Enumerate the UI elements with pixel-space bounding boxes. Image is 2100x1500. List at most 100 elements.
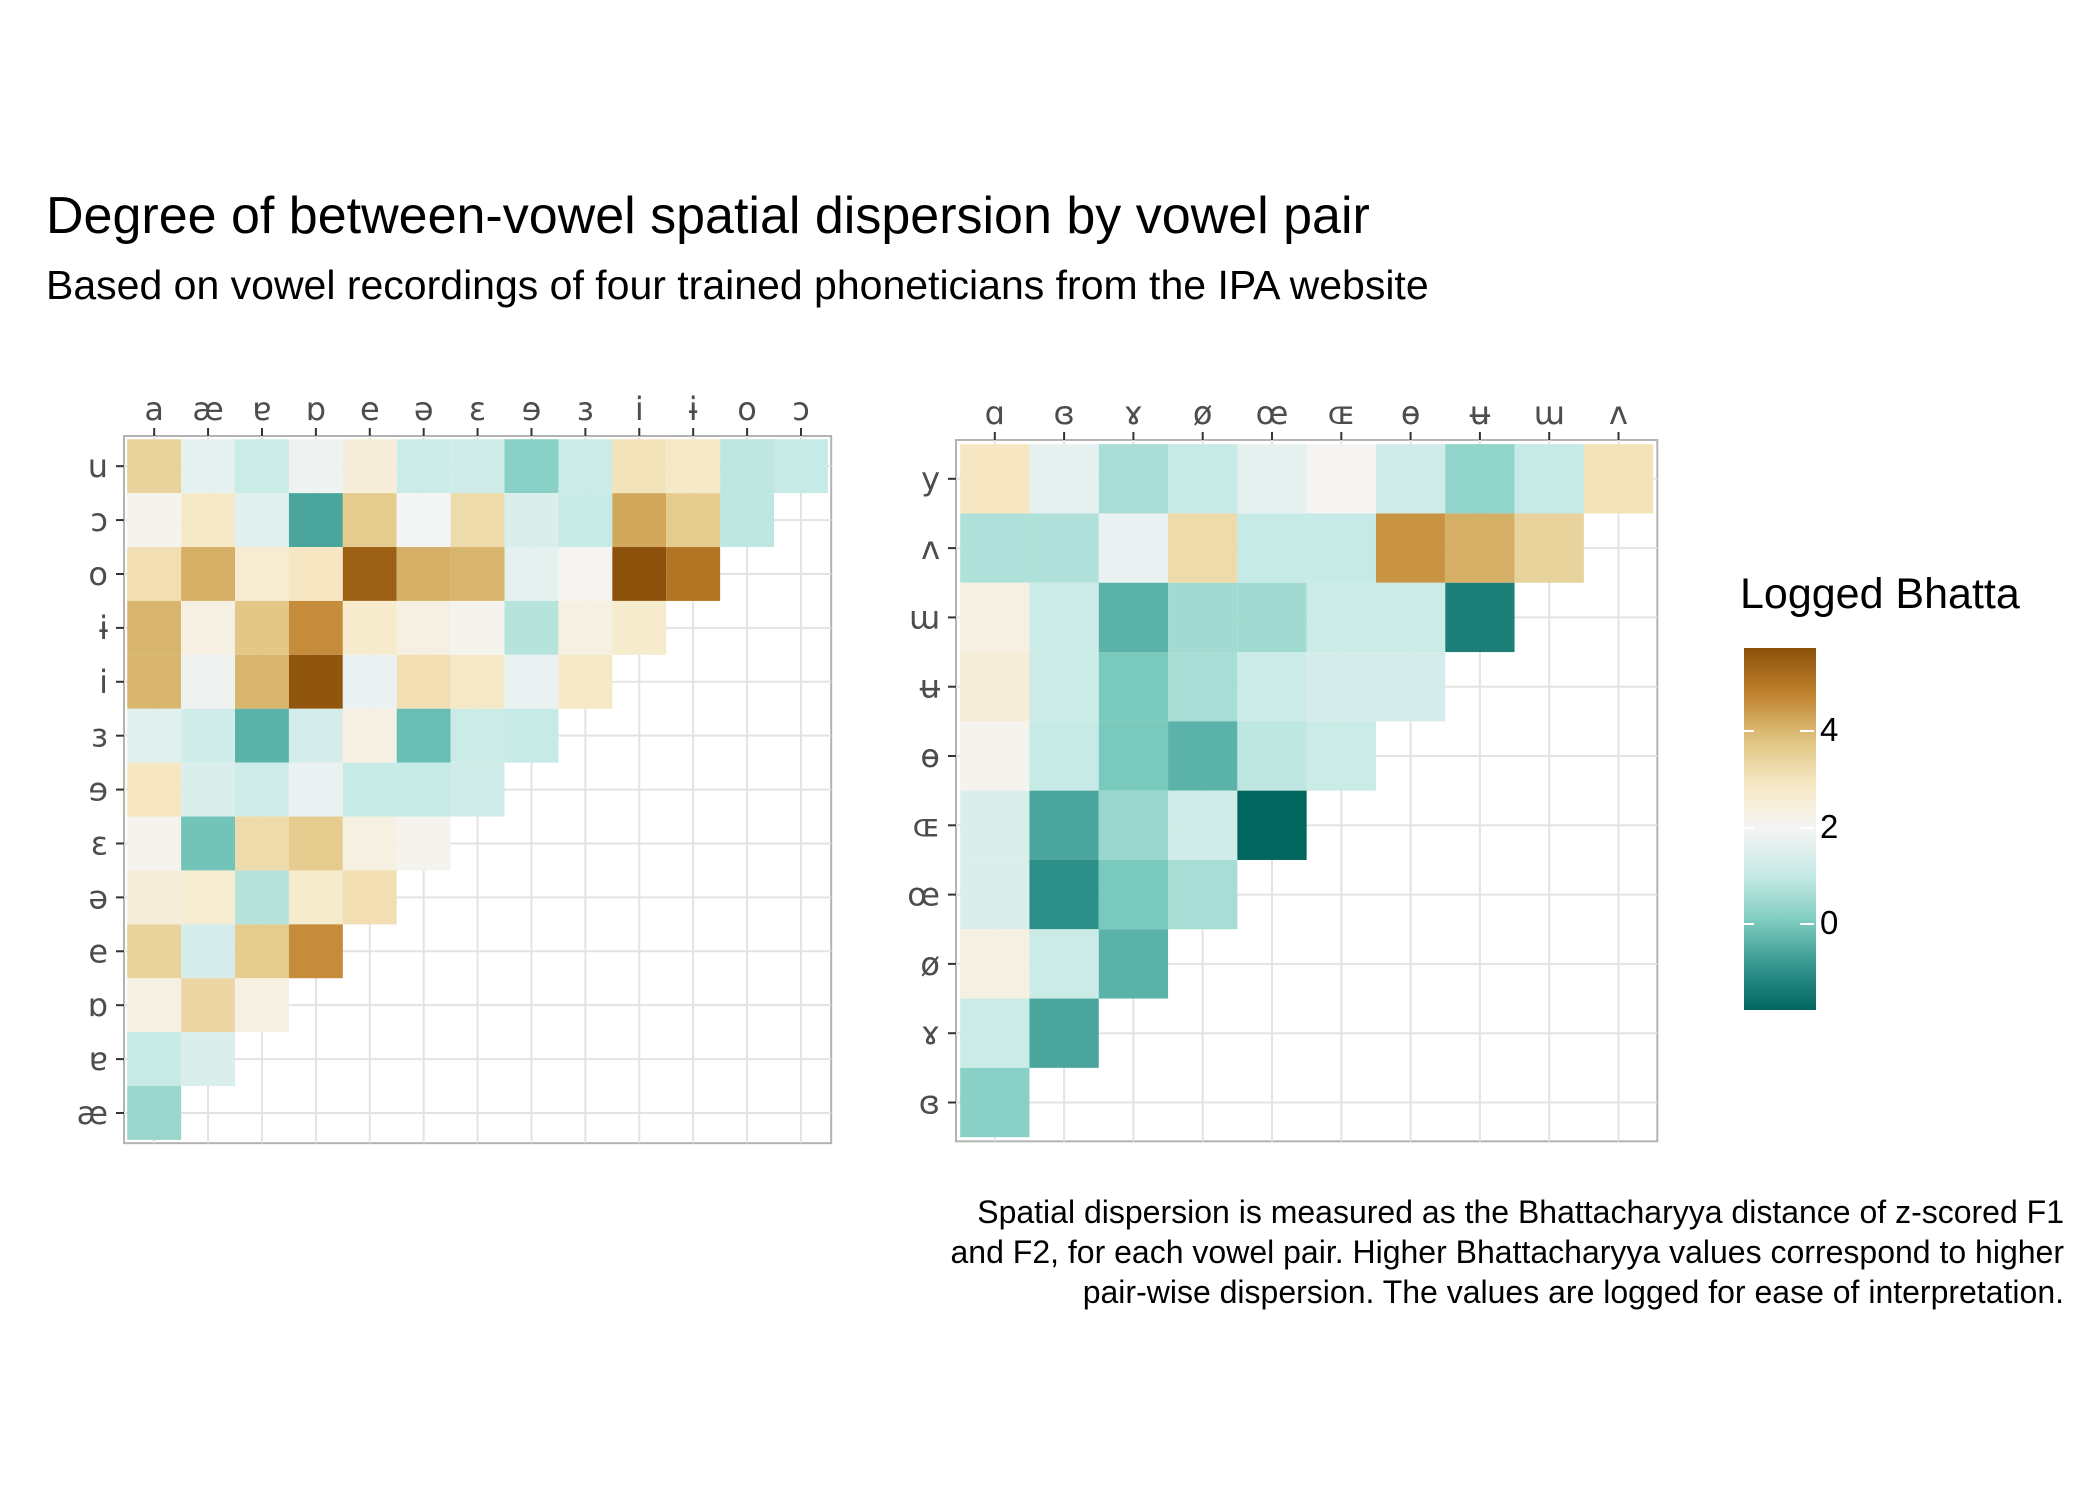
- heatmap-cell: [181, 547, 236, 601]
- heatmap-cell: [181, 816, 236, 871]
- y-tick-label: ɵ: [920, 737, 940, 775]
- heatmap-cell: [181, 1032, 236, 1087]
- heatmap-cell: [1098, 444, 1169, 514]
- heatmap-cell: [1306, 513, 1376, 583]
- heatmap-cell: [235, 654, 289, 709]
- heatmap-cell: [504, 493, 559, 548]
- x-tick-label: ɛ: [469, 390, 486, 428]
- heatmap-cell: [396, 816, 451, 871]
- y-tick-label: ɶ: [913, 806, 940, 844]
- heatmap-cell: [396, 493, 451, 548]
- y-tick-label: ɯ: [909, 598, 940, 636]
- heatmap-cell: [396, 439, 451, 494]
- x-tick-label: ɨ: [689, 390, 698, 428]
- heatmap-cell: [1029, 929, 1099, 999]
- heatmap-cell: [1029, 652, 1099, 722]
- heatmap-cell: [1375, 582, 1446, 653]
- x-tick-label: ɤ: [1124, 394, 1143, 432]
- chart-subtitle: Based on vowel recordings of four traine…: [46, 262, 1429, 308]
- x-tick-label: ɶ: [1328, 394, 1355, 432]
- x-tick-label: æ: [192, 390, 223, 428]
- chart-title: Degree of between-vowel spatial dispersi…: [46, 187, 1370, 245]
- heatmap-cell: [1514, 444, 1584, 514]
- heatmap-cell: [235, 924, 289, 979]
- heatmap-cell: [504, 654, 559, 709]
- legend-tick-label: 2: [1738, 807, 1839, 845]
- heatmap-cell: [342, 708, 397, 763]
- legend-colorbar: [1744, 648, 1816, 1010]
- heatmap-cell: [235, 816, 289, 871]
- x-tick-label: ɞ: [1053, 394, 1074, 432]
- caption-line: Spatial dispersion is measured as the Bh…: [977, 1194, 2064, 1230]
- heatmap-cell: [342, 600, 397, 655]
- heatmap-cell: [127, 978, 182, 1033]
- heatmap-cell: [1029, 998, 1099, 1068]
- heatmap-cell: [342, 439, 397, 494]
- heatmap-cell: [1237, 513, 1307, 583]
- x-tick-label: o: [737, 390, 757, 428]
- heatmap-cell: [1168, 790, 1238, 860]
- heatmap-cell: [1029, 513, 1099, 583]
- heatmap-cell: [235, 600, 289, 655]
- heatmap-cell: [181, 924, 236, 979]
- x-tick-label: ɐ: [252, 390, 271, 428]
- x-tick-label: ɑ: [985, 394, 1005, 432]
- heatmap-cell: [235, 870, 289, 925]
- heatmap-cell: [1306, 582, 1376, 653]
- heatmap-cell: [1514, 513, 1584, 583]
- heatmap-cell: [1375, 444, 1446, 514]
- x-tick-label: ɯ: [1534, 394, 1565, 432]
- heatmap-cell: [1168, 721, 1238, 791]
- heatmap-cell: [288, 493, 343, 548]
- heatmap-cell: [181, 708, 236, 763]
- heatmap-cell: [960, 790, 1030, 860]
- heatmap-cell: [396, 708, 451, 763]
- heatmap-cell: [558, 547, 613, 601]
- heatmap-cell: [1583, 444, 1654, 514]
- x-tick-label: ɔ: [792, 390, 810, 428]
- x-tick-label: ʉ: [1470, 394, 1491, 432]
- heatmap-cell: [288, 654, 343, 709]
- y-tick-label: e: [88, 932, 108, 970]
- y-tick-label: æ: [77, 1094, 108, 1132]
- heatmap-cell: [235, 493, 289, 548]
- heatmap-cell: [774, 439, 828, 494]
- heatmap-cell: [127, 924, 182, 979]
- heatmap-cell: [666, 493, 721, 548]
- y-tick-label: ɞ: [919, 1084, 940, 1122]
- heatmap-cell: [960, 652, 1030, 722]
- heatmap-cell: [342, 870, 397, 925]
- heatmap-cell: [396, 654, 451, 709]
- heatmap-cell: [1168, 444, 1238, 514]
- heatmap-cell: [1237, 790, 1307, 860]
- heatmap-cell: [1237, 582, 1307, 653]
- heatmap-cell: [504, 439, 559, 494]
- heatmap-cell: [1029, 444, 1099, 514]
- heatmap-cell: [1445, 444, 1515, 514]
- heatmap-cell: [288, 708, 343, 763]
- x-tick-label: ʌ: [1609, 394, 1628, 432]
- y-tick-label: œ: [907, 876, 940, 914]
- heatmap-cell: [1445, 582, 1515, 653]
- heatmap-cell: [960, 444, 1030, 514]
- y-tick-label: ɤ: [921, 1014, 940, 1052]
- heatmap-cell: [1029, 859, 1099, 930]
- legend-tick-label: 0: [1738, 904, 1839, 942]
- heatmap-cell: [1445, 513, 1515, 583]
- y-tick-label: ʌ: [921, 529, 940, 567]
- heatmap-cell: [1306, 444, 1376, 514]
- heatmap-cell: [181, 762, 236, 817]
- heatmap-cell: [288, 924, 343, 979]
- heatmap-cell: [960, 721, 1030, 791]
- heatmap-cell: [127, 708, 182, 763]
- heatmap-cell: [1237, 444, 1307, 514]
- heatmap-cell: [504, 600, 559, 655]
- heatmap-cell: [1237, 652, 1307, 722]
- x-tick-label: ə: [414, 390, 434, 428]
- caption-line: and F2, for each vowel pair. Higher Bhat…: [950, 1234, 2064, 1270]
- heatmap-cell: [450, 439, 505, 494]
- heatmap-cell: [1029, 721, 1099, 791]
- heatmap-cell: [342, 762, 397, 817]
- heatmap-cell: [181, 493, 236, 548]
